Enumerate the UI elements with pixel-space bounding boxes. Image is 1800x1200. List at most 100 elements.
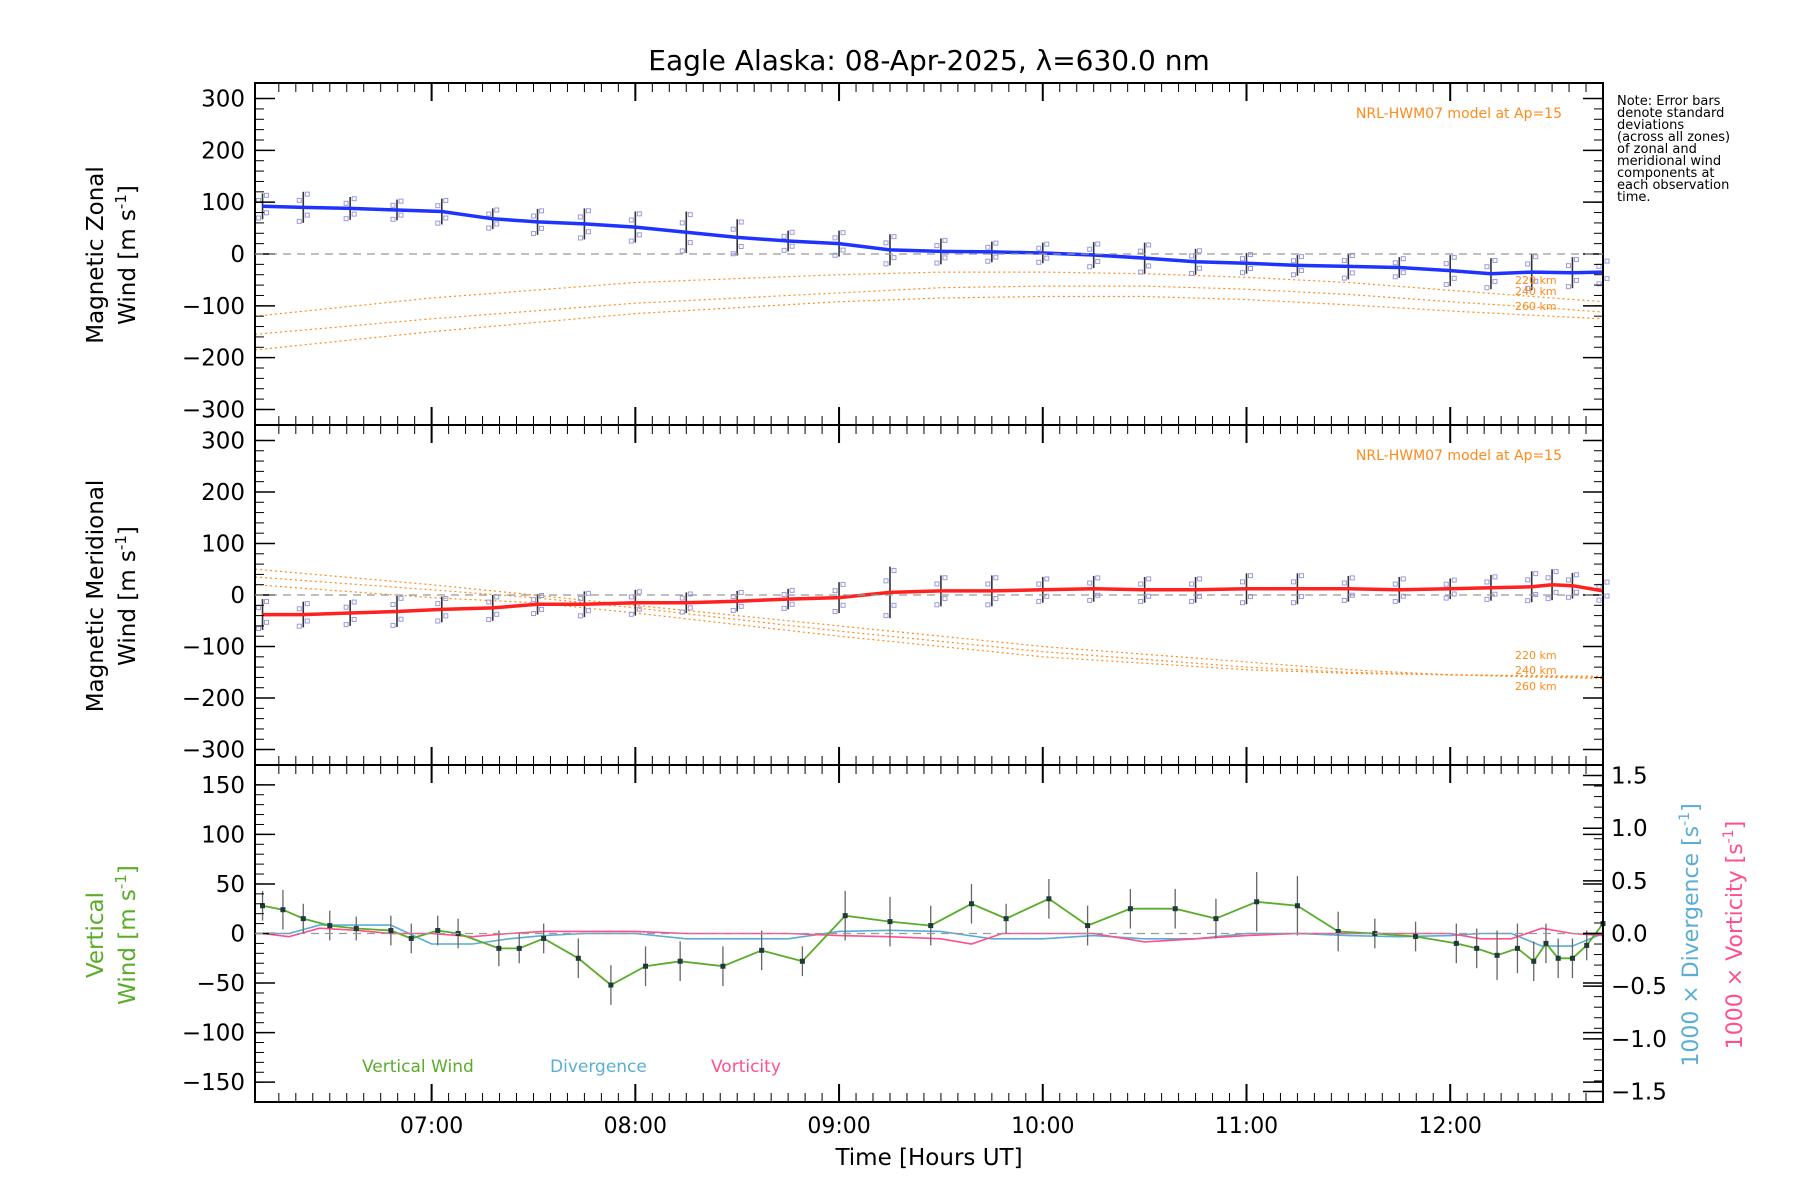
meridional-zone-point (256, 625, 262, 631)
zonal-zone-point (679, 220, 685, 226)
zonal-zone-point (1596, 281, 1602, 287)
vertical-wind-point (388, 928, 394, 934)
zonal-zone-point (934, 260, 940, 266)
meridional-ytick-label: 300 (201, 428, 245, 454)
meridional-zone-point (585, 590, 591, 596)
zonal-zone-point (1095, 259, 1101, 265)
zonal-zone-point (1146, 242, 1152, 248)
vertical-wind-point (887, 919, 893, 925)
meridional-zone-point (679, 609, 685, 615)
x-tick-label: 12:00 (1419, 1114, 1482, 1139)
meridional-zone-point (1400, 576, 1406, 582)
zonal-zone-point (832, 252, 838, 258)
vertical-wind-point (1003, 916, 1009, 922)
meridional-zone-point (1189, 581, 1195, 587)
zonal-zone-point (1492, 278, 1498, 284)
zonal-zone-point (1087, 264, 1093, 270)
meridional-model-line-1 (254, 568, 1604, 680)
zonal-zone-point (636, 232, 642, 238)
meridional-ytick-label: −300 (182, 738, 245, 764)
legend-divergence: Divergence (550, 1057, 647, 1077)
zonal-zone-point (390, 202, 396, 208)
zonal-zone-point (398, 198, 404, 204)
meridional-wind-line (262, 582, 1604, 617)
meridional-zone-point (539, 606, 545, 612)
vertical-wind-point (1046, 896, 1052, 902)
vorticity-ylabel-end: ] (1723, 821, 1748, 830)
zonal-zone-point (304, 212, 310, 218)
zonal-zone-point (942, 255, 948, 261)
meridional-ytick-label: 100 (201, 531, 245, 557)
vertical-ytick-label: 0 (230, 922, 245, 948)
meridional-zone-point (789, 587, 795, 593)
zonal-zone-point (840, 247, 846, 253)
meridional-zone-point (1036, 598, 1042, 604)
vertical-wind-point (516, 945, 522, 951)
vertical-wind-point (677, 958, 683, 964)
error-bar-note: Note: Error bars denote standard deviati… (1617, 94, 1731, 205)
zonal-zone-point (1533, 278, 1539, 284)
y2tick-label: 0.0 (1611, 922, 1648, 948)
zonal-zone-point (343, 216, 349, 222)
meridional-ytick-label: 200 (201, 480, 245, 506)
meridional-zone-point (628, 611, 634, 617)
vertical-wind-point (1213, 916, 1219, 922)
zonal-model-altitude-220: 220 km (1515, 274, 1557, 287)
zonal-model-altitude-240: 240 km (1515, 285, 1557, 298)
zonal-ytick-label: 300 (201, 87, 245, 113)
zonal-zone-point (304, 191, 310, 197)
meridional-zone-point (1400, 593, 1406, 599)
meridional-zone-point (398, 595, 404, 601)
meridional-zone-point (1573, 572, 1579, 578)
zonal-zone-point (343, 200, 349, 206)
vertical-wind-line (262, 897, 1604, 987)
vertical-wind-point (1335, 929, 1341, 935)
zonal-zone-point (883, 261, 889, 267)
zonal-model-altitude-260: 260 km (1515, 300, 1557, 313)
zonal-zone-point (1349, 270, 1355, 276)
meridional-model-altitude-240: 240 km (1515, 664, 1557, 677)
zonal-zone-point (789, 229, 795, 235)
vertical-ylabel-line1: Vertical (83, 892, 109, 978)
zonal-zone-point (1138, 269, 1144, 275)
zonal-zone-point (351, 211, 357, 217)
meridional-zone-point (1290, 579, 1296, 585)
meridional-zone-point (1573, 589, 1579, 595)
meridional-zone-point (1189, 598, 1195, 604)
vertical-wind-point (575, 955, 581, 961)
meridional-zone-point (1239, 579, 1245, 585)
zonal-zone-point (1341, 275, 1347, 281)
divergence-ylabel-sup: -1 (1677, 812, 1693, 826)
y2tick-label: −0.5 (1611, 974, 1667, 1000)
zonal-model-line-3 (254, 295, 1604, 351)
meridional-zone-point (1443, 595, 1449, 601)
zonal-zone-point (1247, 266, 1253, 272)
vertical-wind-point (1531, 958, 1537, 964)
meridional-zone-point (891, 568, 897, 574)
meridional-zone-point (891, 602, 897, 608)
vertical-wind-point (759, 947, 765, 953)
zonal-zone-point (738, 243, 744, 249)
vertical-wind-point (1514, 945, 1520, 951)
meridional-zone-point (304, 618, 310, 624)
y2tick-label: −1.0 (1611, 1027, 1667, 1053)
zonal-zone-point (1484, 285, 1490, 291)
meridional-model-altitude-260: 260 km (1515, 680, 1557, 693)
zonal-zone-point (494, 221, 500, 227)
zonal-zone-point (1604, 258, 1610, 264)
meridional-zone-point (781, 605, 787, 611)
vertical-wind-point (1474, 945, 1480, 951)
y2tick-label: 1.5 (1611, 764, 1648, 790)
meridional-zone-point (1349, 575, 1355, 581)
zonal-zone-point (1189, 270, 1195, 276)
x-axis-tick-labels: 07:00 08:00 09:00 10:00 11:00 12:00 (400, 1114, 1482, 1139)
meridional-zone-point (304, 601, 310, 607)
meridional-zone-point (1197, 576, 1203, 582)
vertical-wind-point (1254, 899, 1260, 905)
zonal-zone-point (1341, 258, 1347, 264)
vertical-ylabel-line2: Wind [m s-1] (112, 865, 141, 1005)
meridional-zone-point (883, 613, 889, 619)
meridional-zone-point (1596, 597, 1602, 603)
meridional-zone-point (351, 616, 357, 622)
zonal-zone-point (1400, 270, 1406, 276)
